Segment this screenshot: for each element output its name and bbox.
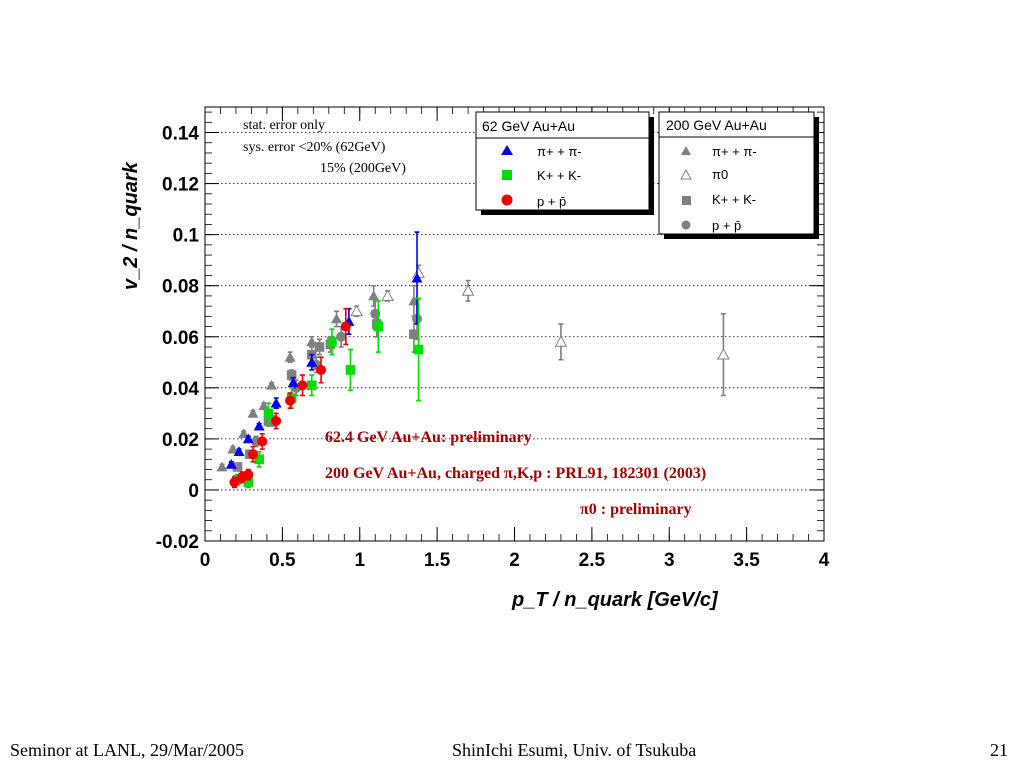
- x-axis-label: p_T / n_quark [GeV/c]: [511, 589, 719, 611]
- data-point-square: [327, 337, 337, 347]
- data-point-triangle: [227, 443, 239, 454]
- data-point-square: [314, 342, 325, 352]
- data-point-square: [373, 321, 384, 332]
- x-tick-label: 2.5: [579, 550, 606, 571]
- y-tick-label: 0.1: [173, 226, 200, 247]
- y-tick-label: 0.14: [162, 124, 199, 145]
- annotation-pi0: π0 : preliminary: [580, 501, 692, 518]
- legend-62gev: 62 GeV Au+Au π+ + π- K+ + K- p + p̄: [475, 111, 654, 215]
- footer-page-number: 21: [990, 740, 1008, 760]
- x-tick-label: 0.5: [269, 550, 296, 571]
- data-point-triangle: [554, 335, 568, 347]
- legend-200gev: 200 GeV Au+Au π+ + π- π0 K+ + K- p + p̄: [658, 111, 819, 239]
- note-block: stat. error only sys. error <20% (62GeV)…: [243, 118, 406, 176]
- data-point-circle: [336, 331, 347, 342]
- data-point-triangle: [306, 336, 318, 347]
- legend-marker-circle-red: [501, 194, 513, 206]
- note-sys-error-200: 15% (200GeV): [320, 161, 406, 176]
- data-point-triangle: [350, 304, 364, 317]
- data-point-circle: [229, 477, 240, 488]
- data-point-triangle: [242, 433, 254, 444]
- y-tick-label: 0.12: [162, 175, 199, 196]
- data-point-triangle: [253, 420, 265, 431]
- data-point-triangle: [381, 289, 394, 301]
- footer-author: ShinIchi Esumi, Univ. of Tsukuba: [452, 740, 697, 760]
- data-point-triangle: [225, 458, 237, 469]
- note-sys-error-62: sys. error <20% (62GeV): [243, 140, 386, 155]
- x-tick-label: 3.5: [733, 550, 760, 571]
- data-point-square: [409, 329, 419, 340]
- data-point-square: [345, 365, 356, 375]
- data-point-triangle: [258, 400, 270, 411]
- data-point-circle: [271, 416, 282, 427]
- y-axis-label: v_2 / n_quark: [120, 161, 142, 290]
- legend-200gev-proton: p + p̄: [712, 218, 741, 233]
- data-point-triangle: [216, 461, 228, 472]
- data-points: [216, 231, 730, 489]
- y-tick-label: -0.02: [156, 532, 199, 553]
- data-point-square: [306, 380, 317, 391]
- data-point-triangle: [266, 379, 278, 390]
- data-point-circle: [257, 436, 268, 447]
- data-point-circle: [316, 364, 327, 375]
- x-tick-label: 2: [509, 550, 520, 571]
- legend-marker-circle-gray: [681, 220, 691, 230]
- y-tick-label: 0.08: [162, 277, 199, 298]
- data-point-triangle: [331, 313, 343, 324]
- legend-200gev-kaon: K+ + K-: [712, 192, 756, 207]
- data-point-square: [413, 344, 424, 355]
- data-point-square: [263, 408, 274, 419]
- data-point-square: [286, 370, 297, 380]
- legend-200gev-title: 200 GeV Au+Au: [666, 117, 767, 133]
- data-point-triangle: [247, 407, 259, 418]
- data-point-circle: [247, 449, 258, 460]
- legend-62gev-title: 62 GeV Au+Au: [482, 118, 575, 134]
- data-point-triangle: [287, 377, 299, 388]
- data-point-square: [254, 454, 264, 465]
- data-point-triangle: [233, 446, 245, 457]
- legend-marker-triangle-open: [680, 168, 692, 180]
- legend-62gev-pion: π+ + π-: [537, 144, 582, 159]
- data-point-square: [243, 477, 254, 488]
- data-point-circle: [340, 321, 351, 332]
- legend-62gev-kaon: K+ + K-: [537, 168, 581, 183]
- data-point-triangle: [461, 284, 475, 296]
- legend-marker-triangle-gray: [681, 146, 691, 155]
- x-tick-label: 1.5: [424, 550, 451, 571]
- footer-seminar: Seminor at LANL, 29/Mar/2005: [10, 740, 244, 760]
- legend-marker-triangle-blue: [501, 145, 513, 155]
- annotation-62gev: 62.4 GeV Au+Au: preliminary: [325, 429, 532, 446]
- legend-200gev-pi0: π0: [712, 167, 728, 182]
- x-tick-label: 4: [819, 550, 830, 571]
- x-tick-label: 0: [200, 550, 211, 571]
- data-point-triangle: [284, 351, 296, 362]
- y-tick-label: 0.04: [162, 379, 199, 400]
- legend-62gev-proton: p + p̄: [537, 194, 566, 209]
- x-tick-label: 3: [664, 550, 675, 571]
- note-stat-error: stat. error only: [243, 118, 325, 133]
- data-point-circle: [285, 395, 296, 406]
- legend-200gev-pion: π+ + π-: [712, 144, 757, 159]
- data-point-circle: [243, 469, 254, 480]
- data-point-triangle: [306, 356, 318, 367]
- legend-marker-square-green: [502, 170, 512, 180]
- y-tick-label: 0: [188, 481, 199, 502]
- data-point-circle: [297, 380, 308, 391]
- y-tick-label: 0.06: [162, 328, 199, 349]
- x-tick-label: 1: [354, 550, 365, 571]
- data-point-triangle: [411, 272, 423, 283]
- data-point-square: [232, 462, 243, 472]
- legend-marker-square-gray: [682, 196, 691, 205]
- y-tick-label: 0.02: [162, 430, 199, 451]
- data-point-triangle: [717, 348, 730, 360]
- annotation-200gev: 200 GeV Au+Au, charged π,K,p : PRL91, 18…: [325, 465, 706, 482]
- data-point-triangle: [270, 397, 282, 408]
